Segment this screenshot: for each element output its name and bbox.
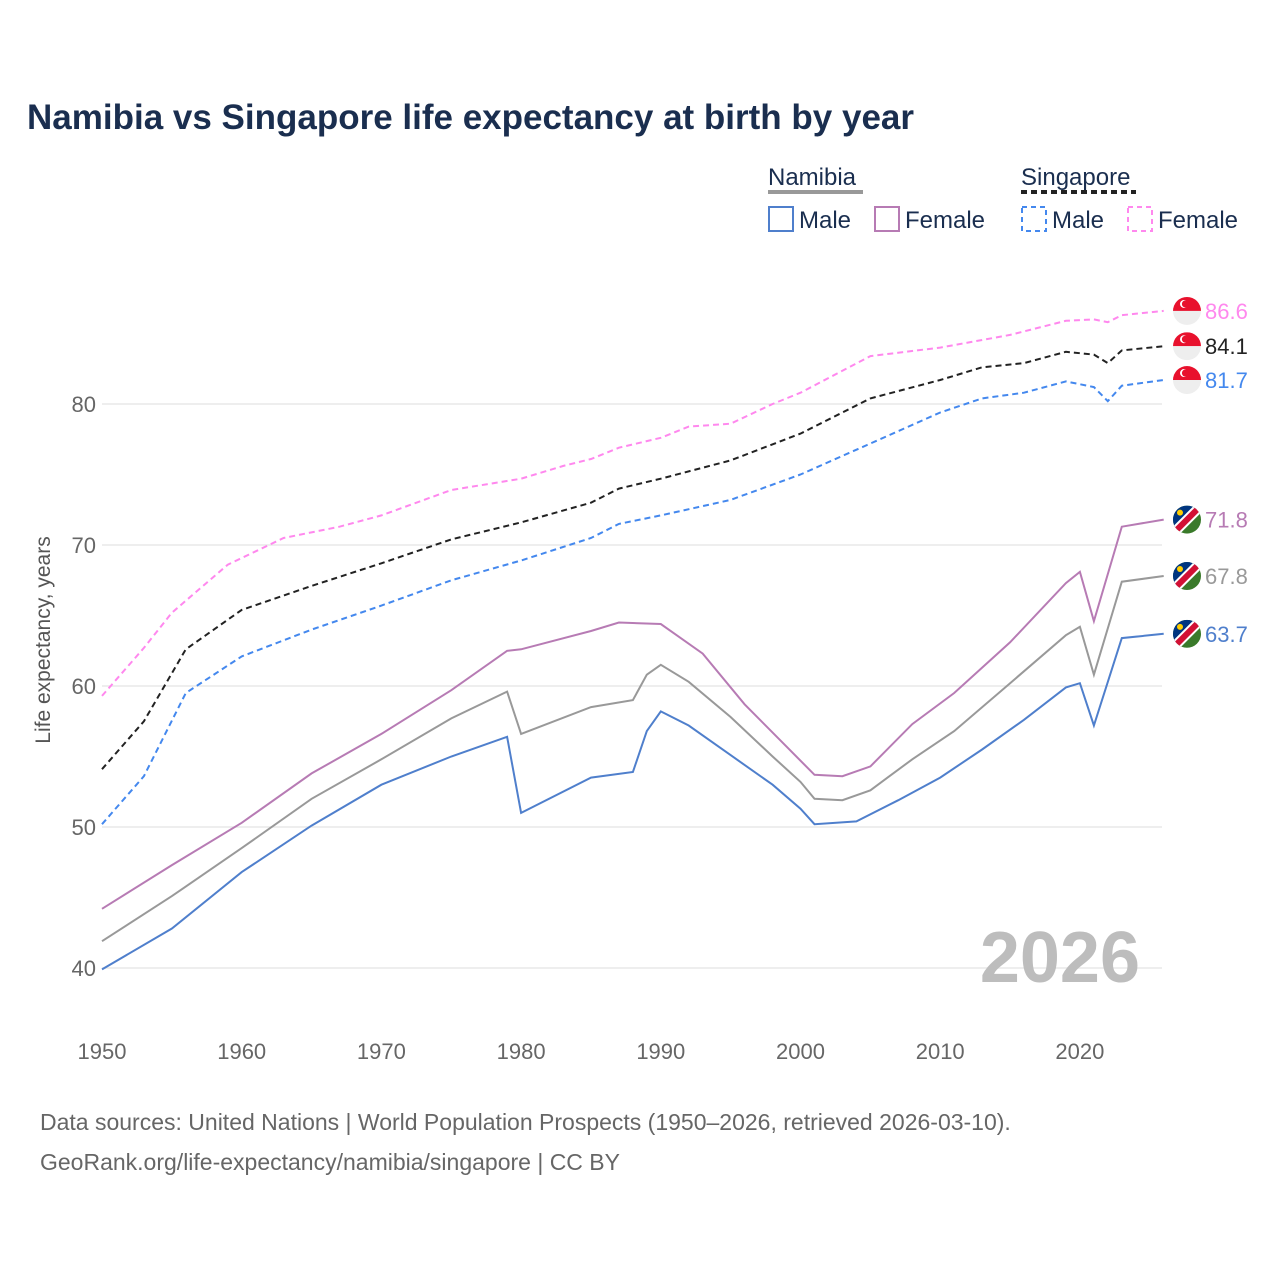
end-value-label: 71.8 <box>1205 508 1248 533</box>
end-value-label: 81.7 <box>1205 368 1248 393</box>
chart-title: Namibia vs Singapore life expectancy at … <box>27 98 914 137</box>
namibia-flag-icon <box>1173 505 1201 534</box>
x-tick-label: 2010 <box>916 1039 965 1064</box>
y-axis-label: Life expectancy, years <box>32 536 55 743</box>
x-tick-label: 1990 <box>636 1039 685 1064</box>
series-line-namibia-total <box>101 575 1164 943</box>
year-watermark: 2026 <box>980 918 1140 998</box>
end-value-label: 84.1 <box>1205 334 1248 359</box>
grid: 40 50 60 70 80 1950 1960 1970 1980 1990 2000 2010 20… <box>72 392 1162 1064</box>
legend-swatch[interactable] <box>874 206 900 232</box>
x-tick-label: 1980 <box>497 1039 546 1064</box>
y-tick-label: 60 <box>72 674 96 699</box>
legend-swatch[interactable] <box>1021 206 1047 232</box>
end-value-label: 63.7 <box>1205 622 1248 647</box>
series-group: 86.6 84.1 81.7 71.8 67.8 63.7 <box>101 296 1248 971</box>
series-line-singapore-male <box>101 379 1164 825</box>
series-line-singapore-female <box>101 309 1164 697</box>
y-tick-label: 70 <box>72 533 96 558</box>
y-tick-label: 50 <box>72 815 96 840</box>
end-value-label: 86.6 <box>1205 299 1248 324</box>
legend-item-male[interactable]: Male <box>1052 207 1104 234</box>
series-line-singapore-total <box>101 345 1164 770</box>
footer-sources: Data sources: United Nations | World Pop… <box>40 1109 1011 1135</box>
singapore-flag-icon <box>1173 296 1201 325</box>
singapore-flag-icon <box>1173 366 1201 395</box>
x-tick-label: 1970 <box>357 1039 406 1064</box>
x-tick-label: 2000 <box>776 1039 825 1064</box>
series-line-namibia-female <box>101 518 1164 910</box>
x-tick-label: 2020 <box>1055 1039 1104 1064</box>
y-tick-label: 80 <box>72 392 96 417</box>
legend-swatch[interactable] <box>768 206 794 232</box>
x-tick-label: 1960 <box>217 1039 266 1064</box>
legend: Namibia Male Female Singapore Male Female <box>768 164 1238 234</box>
x-tick-label: 1950 <box>78 1039 127 1064</box>
legend-item-female[interactable]: Female <box>1158 207 1238 234</box>
legend-item-male[interactable]: Male <box>799 207 851 234</box>
end-value-label: 67.8 <box>1205 564 1248 589</box>
series-line-namibia-male <box>101 632 1164 971</box>
singapore-flag-icon <box>1173 332 1201 361</box>
namibia-flag-icon <box>1173 562 1201 591</box>
namibia-flag-icon <box>1173 619 1201 648</box>
y-tick-label: 40 <box>72 956 96 981</box>
legend-swatch[interactable] <box>1127 206 1153 232</box>
legend-group-singapore: Singapore <box>1021 164 1130 191</box>
legend-item-female[interactable]: Female <box>905 207 985 234</box>
footer-link[interactable]: GeoRank.org/life-expectancy/namibia/sing… <box>40 1149 620 1175</box>
legend-group-namibia: Namibia <box>768 164 857 191</box>
